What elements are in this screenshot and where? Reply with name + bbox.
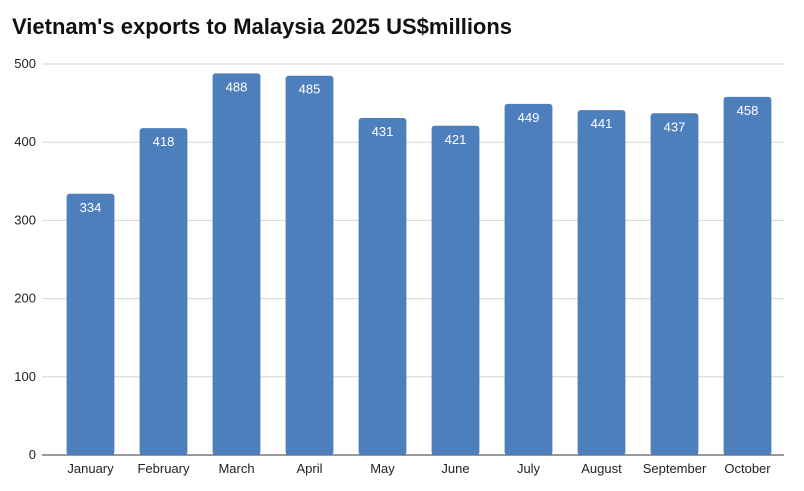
x-tick-label: April <box>296 461 322 476</box>
x-tick-label: August <box>581 461 622 476</box>
x-tick-label: March <box>218 461 254 476</box>
x-tick-label: February <box>137 461 190 476</box>
x-tick-label: January <box>67 461 114 476</box>
bar <box>285 75 334 455</box>
chart-title: Vietnam's exports to Malaysia 2025 US$mi… <box>12 14 513 39</box>
bar <box>577 110 626 455</box>
bar <box>723 96 772 456</box>
data-label: 431 <box>372 124 394 139</box>
data-label: 334 <box>80 200 102 215</box>
bar <box>650 113 699 456</box>
y-tick-label: 300 <box>14 212 36 227</box>
y-tick-label: 200 <box>14 291 36 306</box>
y-tick-label: 500 <box>14 56 36 71</box>
bar <box>358 117 407 455</box>
x-tick-label: July <box>517 461 541 476</box>
data-label: 418 <box>153 134 175 149</box>
data-label: 488 <box>226 79 248 94</box>
bar <box>139 128 188 455</box>
y-tick-label: 100 <box>14 369 36 384</box>
y-tick-label: 0 <box>29 447 36 462</box>
data-label: 441 <box>591 116 613 131</box>
bar <box>66 193 115 455</box>
x-tick-label: June <box>441 461 469 476</box>
bar <box>504 103 553 455</box>
data-label: 437 <box>664 119 686 134</box>
y-tick-label: 400 <box>14 134 36 149</box>
x-tick-label: May <box>370 461 395 476</box>
x-tick-label: September <box>643 461 707 476</box>
bar <box>431 125 480 455</box>
data-label: 485 <box>299 82 321 97</box>
data-label: 458 <box>737 103 759 118</box>
data-label: 421 <box>445 132 467 147</box>
bar <box>212 73 261 455</box>
data-label: 449 <box>518 110 540 125</box>
x-tick-label: October <box>724 461 771 476</box>
